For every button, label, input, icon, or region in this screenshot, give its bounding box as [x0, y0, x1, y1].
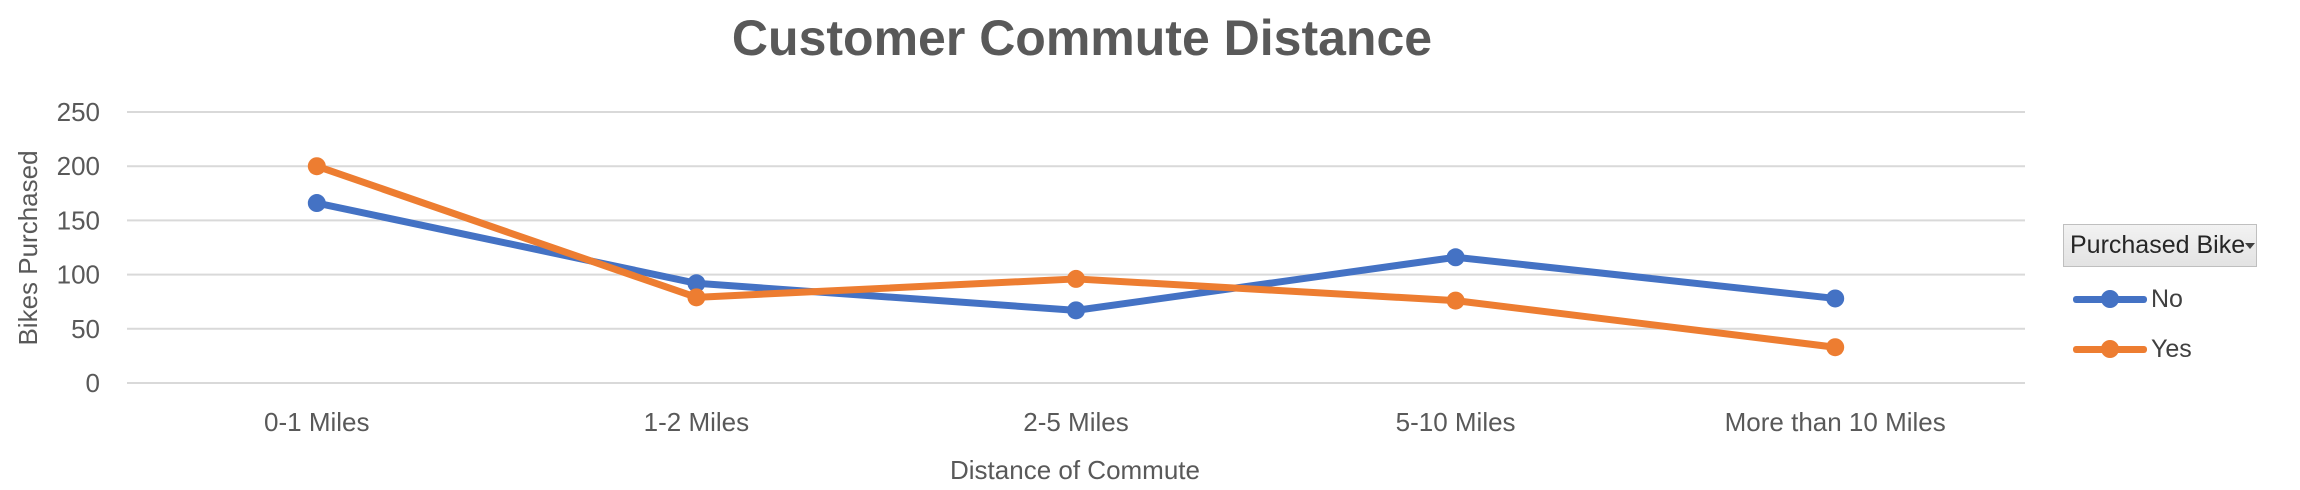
- legend-swatch-marker: [2101, 340, 2119, 358]
- data-point: [1067, 269, 1085, 288]
- data-point: [1446, 248, 1465, 267]
- y-tick-label: 150: [57, 205, 100, 235]
- y-axis-title: Bikes Purchased: [13, 150, 43, 345]
- y-tick-label: 250: [57, 97, 100, 127]
- y-tick-label: 100: [57, 260, 100, 290]
- x-tick-label: 0-1 Miles: [264, 407, 369, 437]
- gridlines: [127, 111, 2025, 384]
- legend: Purchased Bike No Yes: [2063, 224, 2263, 367]
- data-point: [1826, 289, 1845, 308]
- data-point: [1826, 338, 1845, 357]
- x-tick-label: 5-10 Miles: [1396, 407, 1516, 437]
- legend-swatch: [2073, 289, 2147, 309]
- y-tick-labels: 0 50 100 150 200 250: [57, 97, 100, 398]
- y-tick-label: 200: [57, 151, 100, 181]
- chevron-down-icon[interactable]: [2245, 242, 2256, 249]
- legend-entry-no: No: [2063, 281, 2263, 317]
- y-tick-label: 50: [71, 314, 100, 344]
- legend-swatch-marker: [2101, 290, 2119, 308]
- legend-label: No: [2151, 284, 2183, 313]
- x-tick-label: More than 10 Miles: [1725, 407, 1946, 437]
- series-line: [313, 199, 1839, 314]
- x-tick-label: 2-5 Miles: [1023, 407, 1128, 437]
- data-point: [687, 274, 706, 293]
- data-point: [307, 194, 326, 213]
- legend-field-label: Purchased Bike: [2070, 231, 2246, 259]
- series-line: [313, 162, 1839, 351]
- legend-swatch: [2073, 339, 2147, 359]
- x-axis-title: Distance of Commute: [950, 455, 1200, 485]
- data-point: [1446, 291, 1465, 310]
- series-lines: [307, 157, 1845, 357]
- x-tick-label: 1-2 Miles: [644, 407, 749, 437]
- data-point: [1067, 301, 1085, 320]
- legend-label: Yes: [2151, 334, 2192, 363]
- chart-title: Customer Commute Distance: [732, 10, 1432, 66]
- y-tick-label: 0: [86, 368, 100, 398]
- legend-entry-yes: Yes: [2063, 331, 2263, 367]
- series-no: [307, 194, 1845, 320]
- data-point: [307, 157, 326, 176]
- legend-field-button[interactable]: Purchased Bike: [2063, 224, 2257, 267]
- legend-entries: No Yes: [2063, 281, 2263, 367]
- x-tick-labels: 0-1 Miles 1-2 Miles 2-5 Miles 5-10 Miles Mor…: [264, 407, 1946, 437]
- data-point: [687, 288, 706, 307]
- series-yes: [307, 157, 1845, 357]
